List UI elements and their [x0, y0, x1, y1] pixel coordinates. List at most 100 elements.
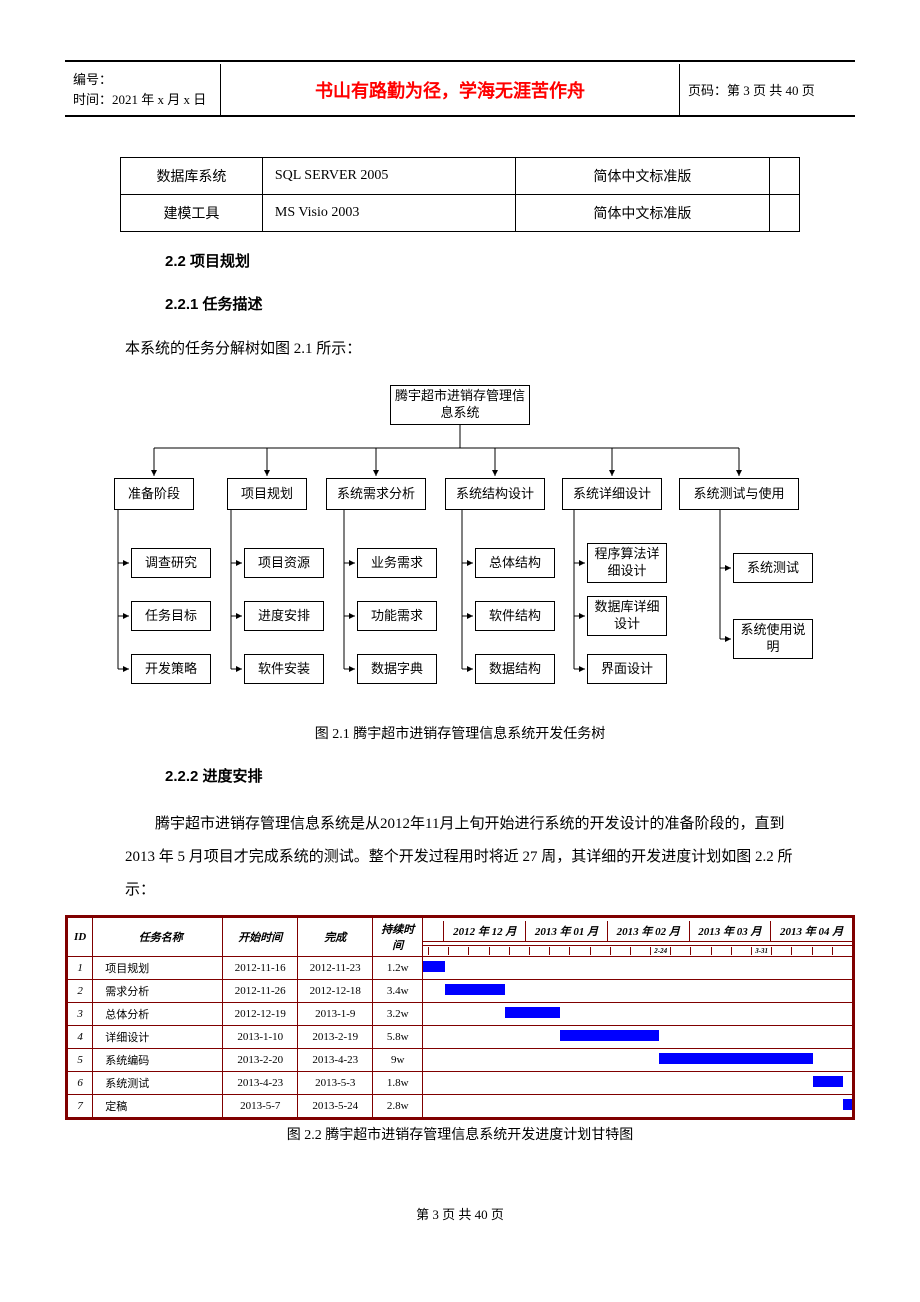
table-row: 数据库系统 SQL SERVER 2005 简体中文标准版 — [121, 158, 800, 195]
tree-leaf-node: 功能需求 — [357, 601, 437, 631]
gantt-task-name: 系统编码 — [93, 1049, 223, 1072]
gantt-id: 4 — [68, 1026, 93, 1049]
gantt-dur: 3.4w — [373, 980, 423, 1003]
env-cell: SQL SERVER 2005 — [262, 158, 515, 195]
timeline-header: 2012 年 12 月 2013 年 01 月 2013 年 02 月 2013… — [423, 918, 853, 946]
col-id: ID — [68, 918, 93, 957]
gantt-row: 7定稿2013-5-72013-5-242.8w — [68, 1095, 853, 1118]
env-cell — [769, 195, 799, 232]
tree-leaf-node: 数据库详细设计 — [587, 596, 667, 636]
page-header: 编号： 时间：2021 年 x 月 x 日 书山有路勤为径，学海无涯苦作舟 页码… — [65, 64, 855, 117]
gantt-task-name: 项目规划 — [93, 957, 223, 980]
gantt-task-name: 总体分析 — [93, 1003, 223, 1026]
tree-leaf-node: 系统测试 — [733, 553, 813, 583]
col-name: 任务名称 — [93, 918, 223, 957]
col-end: 完成 — [298, 918, 373, 957]
gantt-dur: 1.8w — [373, 1072, 423, 1095]
gantt-end: 2013-2-19 — [298, 1026, 373, 1049]
env-cell: 简体中文标准版 — [516, 195, 769, 232]
section-2-2-1-heading: 2.2.1 任务描述 — [165, 293, 855, 314]
paragraph: 腾宇超市进销存管理信息系统是从2012年11月上旬开始进行系统的开发设计的准备阶… — [125, 808, 795, 907]
gantt-id: 1 — [68, 957, 93, 980]
tree-leaf-node: 软件安装 — [244, 654, 324, 684]
gantt-start: 2013-4-23 — [223, 1072, 298, 1095]
tree-leaf-node: 程序算法详细设计 — [587, 543, 667, 583]
gantt-dur: 2.8w — [373, 1095, 423, 1118]
gantt-bar-cell — [423, 957, 853, 980]
gantt-start: 2012-11-26 — [223, 980, 298, 1003]
gantt-task-name: 定稿 — [93, 1095, 223, 1118]
gantt-end: 2013-1-9 — [298, 1003, 373, 1026]
header-right: 页码：第 3 页 共 40 页 — [680, 64, 855, 115]
tree-leaf-node: 界面设计 — [587, 654, 667, 684]
env-cell: 建模工具 — [121, 195, 263, 232]
gantt-dur: 9w — [373, 1049, 423, 1072]
gantt-bar-cell — [423, 980, 853, 1003]
gantt-bar — [445, 984, 505, 995]
month-label: 2013 年 02 月 — [608, 921, 690, 941]
header-center: 书山有路勤为径，学海无涯苦作舟 — [220, 64, 680, 115]
figure-2-1-caption: 图 2.1 腾宇超市进销存管理信息系统开发任务树 — [65, 723, 855, 743]
week-cells: 2-24 3-31 — [423, 945, 853, 956]
gantt-row: 5系统编码2013-2-202013-4-239w — [68, 1049, 853, 1072]
env-cell: 数据库系统 — [121, 158, 263, 195]
header-left: 编号： 时间：2021 年 x 月 x 日 — [65, 64, 220, 115]
month-label: 2013 年 03 月 — [690, 921, 772, 941]
tree-l1-node: 系统测试与使用 — [679, 478, 799, 510]
gantt-id: 6 — [68, 1072, 93, 1095]
page-footer: 第 3 页 共 40 页 — [65, 1204, 855, 1223]
serial-label: 编号： — [73, 70, 212, 90]
tree-l1-node: 项目规划 — [227, 478, 307, 510]
gantt-chart: ID 任务名称 开始时间 完成 持续时间 2012 年 12 月 2013 年 … — [65, 915, 855, 1120]
gantt-dur: 1.2w — [373, 957, 423, 980]
gantt-row: 3总体分析2012-12-192013-1-93.2w — [68, 1003, 853, 1026]
gantt-bar — [659, 1053, 813, 1064]
gantt-end: 2013-5-3 — [298, 1072, 373, 1095]
figure-2-2-caption: 图 2.2 腾宇超市进销存管理信息系统开发进度计划甘特图 — [65, 1124, 855, 1144]
tree-l1-node: 系统详细设计 — [562, 478, 662, 510]
section-2-2-2-heading: 2.2.2 进度安排 — [165, 765, 855, 786]
gantt-id: 5 — [68, 1049, 93, 1072]
gantt-bar-cell — [423, 1095, 853, 1118]
gantt-row: 2需求分析2012-11-262012-12-183.4w — [68, 980, 853, 1003]
gantt-end: 2012-11-23 — [298, 957, 373, 980]
gantt-bar — [843, 1099, 852, 1110]
month-label: 2012 年 12 月 — [444, 921, 526, 941]
gantt-dur: 3.2w — [373, 1003, 423, 1026]
col-dur: 持续时间 — [373, 918, 423, 957]
tree-leaf-node: 业务需求 — [357, 548, 437, 578]
gantt-task-name: 详细设计 — [93, 1026, 223, 1049]
gantt-bar-cell — [423, 1072, 853, 1095]
environment-table: 数据库系统 SQL SERVER 2005 简体中文标准版 建模工具 MS Vi… — [120, 157, 800, 232]
tree-l1-node: 准备阶段 — [114, 478, 194, 510]
gantt-bar-cell — [423, 1026, 853, 1049]
tree-leaf-node: 数据结构 — [475, 654, 555, 684]
paragraph: 本系统的任务分解树如图 2.1 所示： — [125, 336, 855, 363]
gantt-bar — [813, 1076, 843, 1087]
gantt-start: 2013-5-7 — [223, 1095, 298, 1118]
gantt-header-row: ID 任务名称 开始时间 完成 持续时间 2012 年 12 月 2013 年 … — [68, 918, 853, 946]
table-row: 建模工具 MS Visio 2003 简体中文标准版 — [121, 195, 800, 232]
month-label: 2013 年 01 月 — [526, 921, 608, 941]
gantt-row: 6系统测试2013-4-232013-5-31.8w — [68, 1072, 853, 1095]
gantt-end: 2013-4-23 — [298, 1049, 373, 1072]
date-label: 时间：2021 年 x 月 x 日 — [73, 90, 212, 110]
gantt-bar-cell — [423, 1003, 853, 1026]
gantt-task-name: 系统测试 — [93, 1072, 223, 1095]
gantt-start: 2012-11-16 — [223, 957, 298, 980]
env-cell — [769, 158, 799, 195]
tree-leaf-node: 项目资源 — [244, 548, 324, 578]
gantt-row: 1项目规划2012-11-162012-11-231.2w — [68, 957, 853, 980]
tree-l1-node: 系统需求分析 — [326, 478, 426, 510]
gantt-start: 2013-2-20 — [223, 1049, 298, 1072]
tree-leaf-node: 总体结构 — [475, 548, 555, 578]
gantt-bar — [560, 1030, 659, 1041]
tree-leaf-node: 任务目标 — [131, 601, 211, 631]
section-2-2-heading: 2.2 项目规划 — [165, 250, 855, 271]
tree-leaf-node: 调查研究 — [131, 548, 211, 578]
gantt-end: 2012-12-18 — [298, 980, 373, 1003]
tree-leaf-node: 软件结构 — [475, 601, 555, 631]
gantt-bar — [423, 961, 444, 972]
gantt-id: 7 — [68, 1095, 93, 1118]
tree-leaf-node: 开发策略 — [131, 654, 211, 684]
